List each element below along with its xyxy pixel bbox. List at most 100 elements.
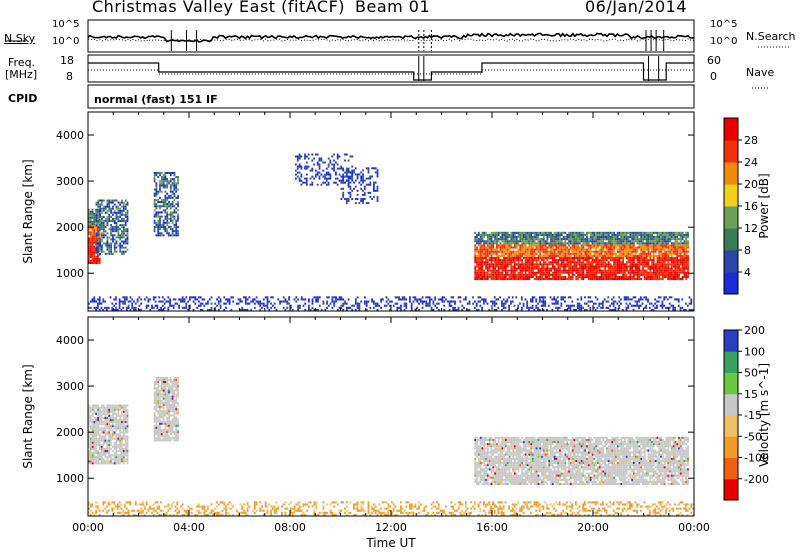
- echo-cell: [523, 236, 525, 239]
- echo-cell: [112, 220, 114, 222]
- echo-cell: [674, 240, 677, 243]
- echo-cell: [466, 302, 469, 305]
- echo-cell: [477, 308, 480, 311]
- echo-cell: [102, 441, 105, 444]
- echo-cell: [171, 215, 174, 218]
- echo-cell: [291, 308, 294, 311]
- echo-cell: [531, 304, 534, 307]
- echo-cell: [589, 273, 592, 276]
- echo-cell: [483, 231, 486, 234]
- echo-cell: [526, 250, 529, 253]
- echo-cell: [589, 240, 592, 243]
- echo-cell: [665, 275, 668, 278]
- echo-cell: [88, 251, 90, 254]
- echo-cell: [521, 240, 523, 243]
- echo-cell: [618, 231, 621, 234]
- echo-cell: [512, 252, 514, 255]
- echo-cell: [679, 254, 682, 257]
- echo-cell: [524, 233, 527, 236]
- echo-cell: [501, 250, 504, 253]
- echo-cell: [89, 421, 92, 424]
- echo-cell: [537, 242, 540, 245]
- echo-cell: [113, 425, 116, 428]
- echo-cell: [160, 182, 163, 185]
- echo-cell: [356, 173, 359, 176]
- echo-cell: [99, 406, 101, 409]
- echo-cell: [497, 238, 500, 241]
- echo-cell: [335, 177, 337, 180]
- echo-cell: [523, 244, 525, 247]
- echo-cell: [523, 265, 525, 268]
- echo-cell: [110, 441, 112, 444]
- echo-cell: [117, 419, 120, 422]
- echo-cell: [97, 248, 100, 251]
- echo-cell: [510, 257, 513, 260]
- echo-cell: [539, 238, 542, 241]
- echo-cell: [311, 169, 314, 172]
- echo-cell: [113, 199, 116, 202]
- echo-cell: [687, 250, 689, 253]
- echo-cell: [162, 234, 165, 237]
- echo-cell: [95, 412, 98, 415]
- echo-cell: [615, 261, 617, 264]
- echo-cell: [645, 238, 648, 241]
- echo-cell: [89, 450, 92, 453]
- echo-cell: [475, 308, 478, 311]
- echo-cell: [588, 265, 590, 268]
- echo-cell: [593, 306, 595, 309]
- echo-cell: [95, 259, 97, 262]
- echo-cell: [115, 222, 118, 224]
- echo-cell: [217, 300, 220, 303]
- echo-cell: [645, 233, 648, 236]
- echo-cell: [652, 254, 655, 257]
- echo-cell: [533, 238, 536, 241]
- echo-cell: [230, 308, 233, 311]
- echo-cell: [591, 275, 594, 278]
- echo-cell: [154, 300, 157, 303]
- echo-cell: [171, 232, 174, 235]
- echo-cell: [565, 308, 568, 311]
- echo-cell: [117, 244, 120, 247]
- echo-cell: [661, 231, 664, 234]
- echo-cell: [421, 300, 424, 303]
- echo-cell: [281, 300, 283, 303]
- echo-cell: [636, 233, 639, 236]
- echo-cell: [654, 267, 657, 270]
- echo-cell: [589, 261, 592, 264]
- echo-cell: [120, 308, 123, 311]
- echo-cell: [394, 296, 397, 299]
- echo-cell: [517, 236, 520, 239]
- echo-cell: [584, 238, 587, 241]
- echo-cell: [241, 308, 244, 311]
- echo-cell: [528, 257, 531, 260]
- echo-cell: [485, 275, 487, 278]
- echo-cell: [111, 410, 114, 413]
- echo-cell: [121, 456, 123, 459]
- echo-cell: [618, 240, 621, 243]
- echo-cell: [490, 263, 493, 266]
- echo-cell: [119, 433, 121, 436]
- echo-cell: [567, 296, 570, 299]
- echo-cell: [524, 273, 527, 276]
- echo-cell: [517, 257, 520, 260]
- echo-cell: [654, 302, 657, 305]
- echo-cell: [91, 208, 94, 211]
- echo-cell: [160, 223, 163, 226]
- echo-cell: [313, 308, 316, 311]
- echo-cell: [672, 308, 675, 311]
- echo-cell: [539, 269, 542, 272]
- echo-cell: [535, 300, 538, 303]
- echo-cell: [560, 242, 563, 245]
- echo-cell: [631, 240, 633, 243]
- echo-cell: [670, 246, 673, 249]
- echo-cell: [564, 259, 567, 262]
- echo-cell: [169, 302, 171, 305]
- echo-cell: [629, 275, 632, 278]
- echo-cell: [118, 298, 121, 301]
- echo-cell: [586, 242, 588, 245]
- echo-cell: [624, 246, 626, 249]
- echo-cell: [97, 439, 99, 442]
- echo-cell: [100, 443, 103, 446]
- echo-cell: [177, 234, 179, 237]
- echo-cell: [648, 306, 651, 309]
